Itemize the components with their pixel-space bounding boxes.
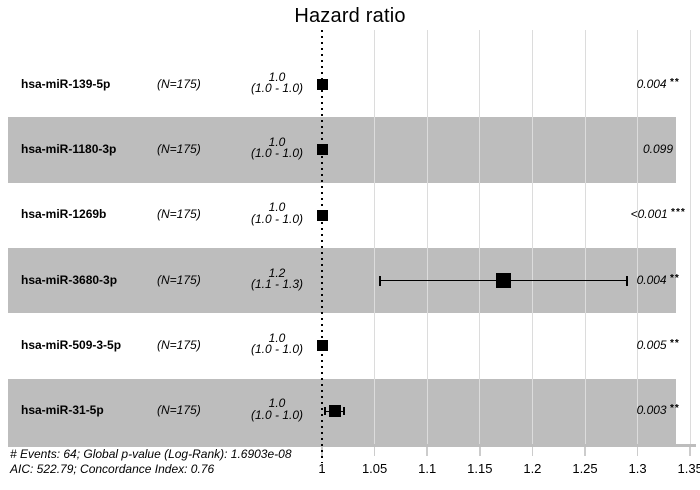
row-sample-size: (N=175) [157,141,201,156]
row-label: hsa-miR-31-5p [21,403,104,418]
hr-point-marker [316,209,328,221]
footnote-line-2: AIC: 522.79; Concordance Index: 0.76 [10,461,215,476]
estimate-value: 1.0 [268,134,286,149]
row-p-value: 0.099 [600,142,700,156]
row-estimate: 1.2 (1.1 - 1.3) [227,265,327,292]
row-p-value: 0.005 ** [600,338,700,352]
estimate-ci: (1.0 - 1.0) [250,81,304,96]
ci-cap-right [343,407,345,416]
row-label: hsa-miR-139-5p [21,76,111,91]
p-value-text: 0.099 [642,141,674,156]
significance-stars: *** [670,207,686,219]
ci-cap-right [626,275,628,286]
x-axis-line [8,443,696,447]
row-sample-size: (N=175) [157,337,201,352]
row-label: hsa-miR-509-3-5p [21,337,122,352]
row-sample-size: (N=175) [157,403,201,418]
significance-stars: ** [669,76,680,88]
gridline [374,30,376,444]
x-axis-tick-label: 1.3 [628,461,647,476]
footnote-line-1: # Events: 64; Global p-value (Log-Rank):… [10,447,292,461]
row-estimate: 1.0 (1.0 - 1.0) [227,398,327,421]
row-label: hsa-miR-3680-3p [21,272,118,287]
significance-stars: ** [669,337,680,349]
x-axis-tick-label: 1.05 [361,461,388,476]
estimate-value: 1.0 [268,200,286,215]
x-axis-tick-label: 1.35 [677,461,700,476]
x-axis-tick-label: 1.2 [523,461,542,476]
estimate-ci: (1.0 - 1.0) [250,211,304,226]
x-axis-tick [373,446,376,456]
estimate-ci: (1.0 - 1.0) [250,342,304,357]
x-axis-tick [531,446,534,456]
row-label: hsa-miR-1269b [21,207,107,222]
row-estimate: 1.0 (1.0 - 1.0) [227,330,327,357]
estimate-value: 1.2 [268,265,286,280]
p-value-text: 0.004 [636,76,667,91]
p-value-text: <0.001 [630,207,668,222]
row-p-value: 0.004 ** [600,273,700,287]
gridline [426,30,428,444]
row-sample-size: (N=175) [157,207,201,222]
row-estimate: 1.0 (1.0 - 1.0) [227,202,327,225]
row-estimate: 1.0 (1.0 - 1.0) [227,69,327,96]
gridline [531,30,533,444]
reference-line [320,30,323,463]
chart-title: Hazard ratio [294,5,406,27]
hr-point-marker [496,273,512,289]
x-axis-tick [689,446,691,456]
gridline [479,30,481,444]
p-value-text: 0.003 [636,403,667,418]
x-axis-tick [426,446,428,456]
p-value-text: 0.004 [636,272,667,287]
ci-cap-left [379,275,381,286]
significance-stars: ** [669,272,680,284]
model-stats-footnote: # Events: 64; Global p-value (Log-Rank):… [10,447,292,476]
hr-point-marker [316,340,328,352]
estimate-ci: (1.0 - 1.0) [250,407,304,422]
ci-cap-left [324,407,326,416]
gridline [637,30,639,444]
hr-point-marker [316,144,328,156]
estimate-value: 1.0 [268,330,286,345]
estimate-value: 1.0 [268,69,286,84]
x-axis-tick-label: 1.1 [418,461,437,476]
row-estimate: 1.0 (1.0 - 1.0) [227,134,327,161]
hr-point-marker [328,405,341,418]
p-value-text: 0.005 [636,337,667,352]
row-stripe [8,117,676,183]
significance-stars: ** [669,403,680,415]
row-p-value: <0.001 *** [600,207,700,221]
estimate-ci: (1.0 - 1.0) [250,146,304,161]
row-label: hsa-miR-1180-3p [21,141,117,156]
gridline [584,30,586,444]
estimate-value: 1.0 [268,396,286,411]
hr-point-marker [316,79,328,91]
x-axis-tick [479,446,481,456]
row-sample-size: (N=175) [157,272,201,287]
row-p-value: 0.004 ** [600,77,700,91]
x-axis-tick-label: 1 [318,461,326,476]
x-axis-tick-label: 1.25 [572,461,598,476]
x-axis-tick [584,446,586,456]
x-axis-tick [636,446,639,456]
x-axis-tick-label: 1.15 [467,461,493,476]
row-p-value: 0.003 ** [600,403,700,417]
row-sample-size: (N=175) [157,76,201,91]
estimate-ci: (1.1 - 1.3) [250,277,304,292]
gridline [689,30,691,444]
